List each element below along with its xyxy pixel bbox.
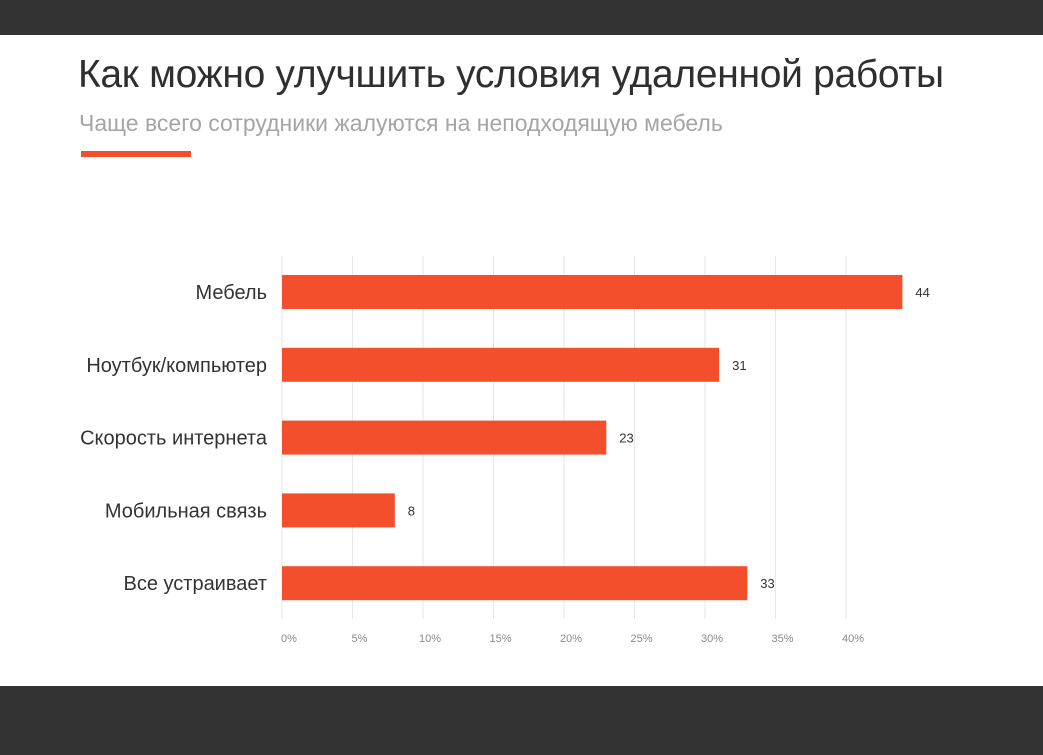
x-tick-label: 10% — [419, 633, 441, 645]
x-tick-label: 5% — [352, 633, 368, 645]
bars — [282, 275, 903, 601]
title-accent-line — [81, 151, 191, 157]
x-tick-label: 30% — [701, 633, 723, 645]
x-tick-label: 15% — [489, 633, 511, 645]
data-label: 8 — [408, 503, 415, 518]
x-tick-label: 25% — [630, 633, 652, 645]
bar — [282, 275, 903, 309]
data-label: 31 — [732, 358, 746, 373]
category-label: Скорость интернета — [80, 428, 268, 450]
category-label: Мобильная связь — [105, 500, 267, 522]
category-label: Все устраивает — [123, 573, 267, 595]
data-label: 33 — [760, 576, 774, 591]
bar — [282, 347, 720, 382]
data-label: 44 — [915, 285, 929, 300]
chart-title: Как можно улучшить условия удаленной раб… — [78, 53, 944, 96]
labels: 0% 5% 10% 15% 20% 25% 30% 35% 40% Мебель 44 Ноутбук… — [80, 282, 930, 645]
category-label: Мебель — [195, 282, 267, 304]
data-label: 23 — [619, 431, 633, 446]
bar — [282, 566, 748, 601]
chart-subtitle: Чаще всего сотрудники жалуются на неподх… — [79, 110, 723, 136]
bar — [282, 493, 395, 528]
grid-lines — [281, 256, 847, 619]
x-tick-label: 35% — [771, 633, 793, 645]
bar — [282, 420, 607, 455]
top-frame-bar — [0, 0, 1043, 35]
bottom-frame-bar — [0, 686, 1043, 755]
category-label: Ноутбук/компьютер — [86, 355, 267, 377]
x-tick-label: 40% — [842, 633, 864, 645]
x-tick-label: 20% — [560, 633, 582, 645]
x-tick-label: 0% — [281, 633, 297, 645]
